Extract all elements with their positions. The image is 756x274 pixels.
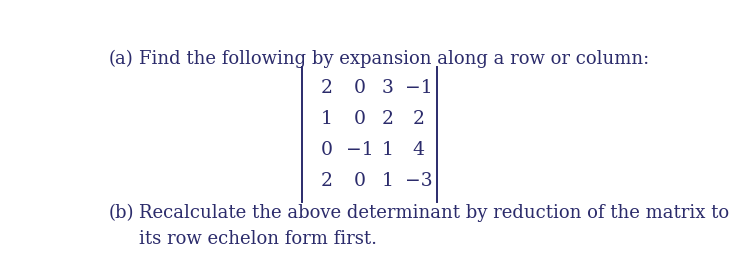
Text: 3: 3 [382,79,393,97]
Text: −1: −1 [345,141,373,159]
Text: 0: 0 [354,172,366,190]
Text: (a): (a) [108,50,133,68]
Text: 2: 2 [413,110,424,128]
Text: 4: 4 [413,141,424,159]
Text: −1: −1 [404,79,432,97]
Text: Find the following by expansion along a row or column:: Find the following by expansion along a … [139,50,649,68]
Text: 0: 0 [354,110,366,128]
Text: its row echelon form first.: its row echelon form first. [139,230,377,248]
Text: 2: 2 [321,79,333,97]
Text: 2: 2 [382,110,393,128]
Text: −3: −3 [404,172,432,190]
Text: 0: 0 [321,141,333,159]
Text: 1: 1 [382,172,393,190]
Text: 1: 1 [321,110,333,128]
Text: (b): (b) [108,204,134,222]
Text: 2: 2 [321,172,333,190]
Text: 1: 1 [382,141,393,159]
Text: 0: 0 [354,79,366,97]
Text: Recalculate the above determinant by reduction of the matrix to: Recalculate the above determinant by red… [139,204,730,222]
